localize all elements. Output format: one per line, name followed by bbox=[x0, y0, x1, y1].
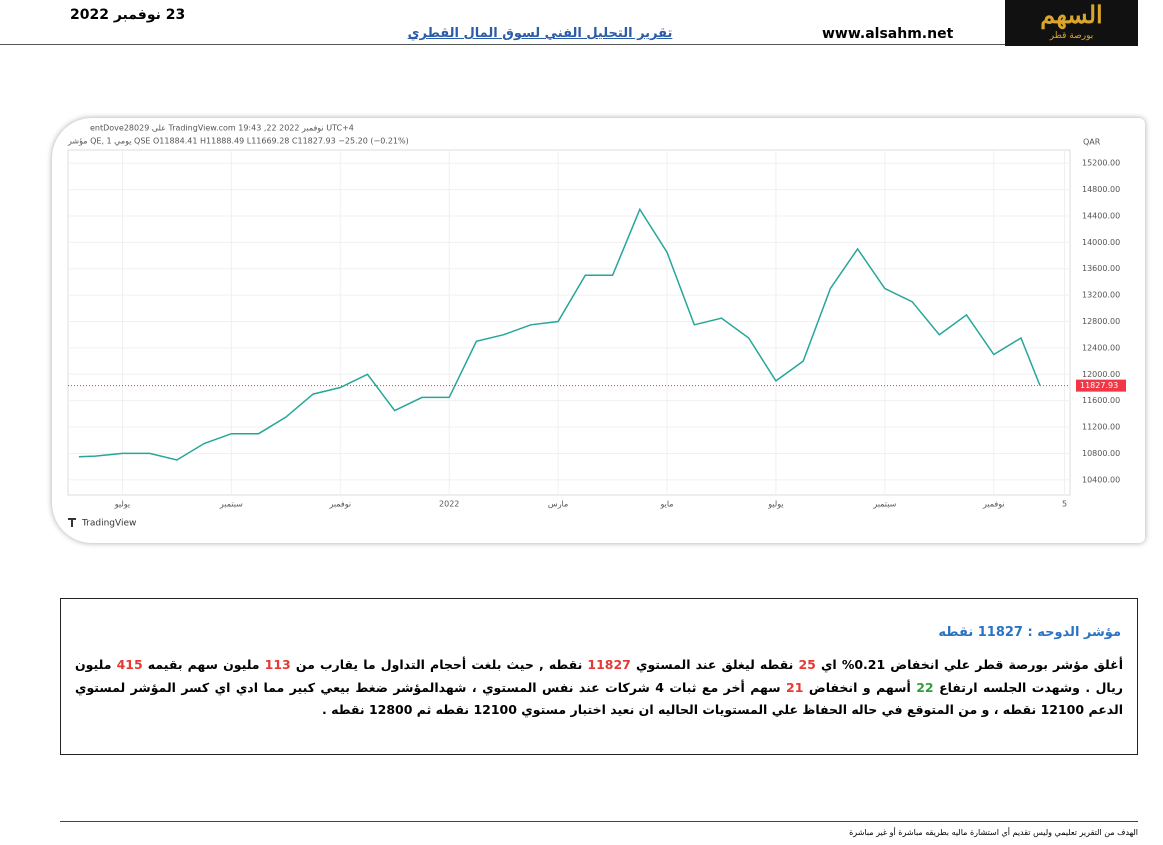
x-tick-label: نوفمبر bbox=[982, 500, 1005, 509]
y-tick-label: 13600.00 bbox=[1082, 264, 1120, 273]
logo: السهم بورصة قطر bbox=[1005, 0, 1138, 46]
chart-info: entDove28029 على TradingView.com 19:43 ,… bbox=[90, 124, 354, 133]
report-run: أغلق مؤشر بورصة قطر علي انخفاض 0.21% اي bbox=[815, 657, 1123, 672]
report-run: مليون ريال . وشهدت الجلسه ارتفاع bbox=[75, 657, 1124, 695]
price-line bbox=[78, 207, 1041, 461]
report-run: 21 bbox=[786, 679, 804, 695]
y-tick-label: 10800.00 bbox=[1082, 449, 1120, 458]
y-tick-label: 14800.00 bbox=[1082, 185, 1120, 194]
y-tick-label: 11200.00 bbox=[1082, 423, 1120, 432]
y-tick-label: 14400.00 bbox=[1082, 211, 1120, 220]
site-url: www.alsahm.net bbox=[822, 26, 954, 42]
x-tick-label: 5 bbox=[1062, 500, 1067, 509]
brand-icon bbox=[68, 518, 76, 527]
logo-subtext: بورصة قطر bbox=[1049, 31, 1094, 41]
report-run: نقطه , حيث بلغت أحجام التداول ما يقارب م… bbox=[290, 657, 588, 672]
report-run: 25 bbox=[798, 657, 816, 672]
footer-note: الهدف من التقرير تعليمي وليس تقديم أي اس… bbox=[849, 828, 1138, 837]
y-tick-label: 12400.00 bbox=[1082, 343, 1120, 352]
last-price-tag bbox=[1076, 379, 1126, 392]
y-tick-label: 11600.00 bbox=[1082, 396, 1120, 405]
report-run: أسهم و انخفاض bbox=[803, 679, 917, 695]
y-tick-label: 12000.00 bbox=[1082, 370, 1120, 379]
x-tick-label: يوليو bbox=[114, 500, 130, 509]
x-tick-label: نوفمبر bbox=[328, 500, 351, 509]
y-tick-label: 14000.00 bbox=[1082, 238, 1120, 247]
report-run: 415 bbox=[116, 657, 143, 672]
report-heading: مؤشر الدوحه : 11827 نقطه bbox=[938, 625, 1121, 640]
chart-legend: مؤشر QE, يومي 1 QSE O11884.41 H11888.49 … bbox=[67, 137, 409, 146]
header-rule bbox=[0, 44, 1005, 45]
chart-frame: entDove28029 على TradingView.com 19:43 ,… bbox=[52, 118, 1145, 543]
x-tick-label: مايو bbox=[659, 500, 673, 509]
report-run: نقطه ليغلق عند المستوي bbox=[630, 657, 799, 672]
report-run: سهم أخر مع ثبات 4 شركات عند نفس المستوي … bbox=[75, 679, 1123, 718]
report-box: مؤشر الدوحه : 11827 نقطه أغلق مؤشر بورصة… bbox=[60, 598, 1138, 755]
y-tick-label: 10400.00 bbox=[1082, 475, 1120, 484]
footer-rule bbox=[60, 821, 1138, 822]
report-run: 11827 bbox=[587, 657, 631, 672]
x-tick-label: مارس bbox=[548, 500, 568, 509]
report-text: أغلق مؤشر بورصة قطر علي انخفاض 0.21% اي … bbox=[75, 654, 1123, 722]
report-run: مليون سهم بقيمه bbox=[142, 657, 265, 672]
report-run: 113 bbox=[264, 657, 291, 672]
currency: QAR bbox=[1083, 138, 1101, 147]
y-tick-label: 12800.00 bbox=[1082, 317, 1120, 326]
chart: entDove28029 على TradingView.com 19:43 ,… bbox=[67, 124, 1126, 529]
plot-area bbox=[67, 149, 1071, 496]
y-tick-label: 13200.00 bbox=[1082, 291, 1120, 300]
x-tick-label: سبتمبر bbox=[219, 500, 243, 509]
brand: TradingView bbox=[81, 519, 136, 529]
x-tick-label: سبتمبر bbox=[872, 500, 896, 509]
logo-text: السهم bbox=[1040, 0, 1103, 29]
x-tick-label: يوليو bbox=[767, 500, 783, 509]
last-price-label: 11827.93 bbox=[1080, 381, 1118, 390]
report-title: تقرير التحليل الفني لسوق المال القطري bbox=[407, 26, 673, 41]
report-date: 23 نوفمبر 2022 bbox=[70, 7, 186, 23]
x-tick-label: 2022 bbox=[439, 500, 459, 509]
y-tick-label: 15200.00 bbox=[1082, 159, 1120, 168]
report-run: 22 bbox=[916, 679, 934, 695]
